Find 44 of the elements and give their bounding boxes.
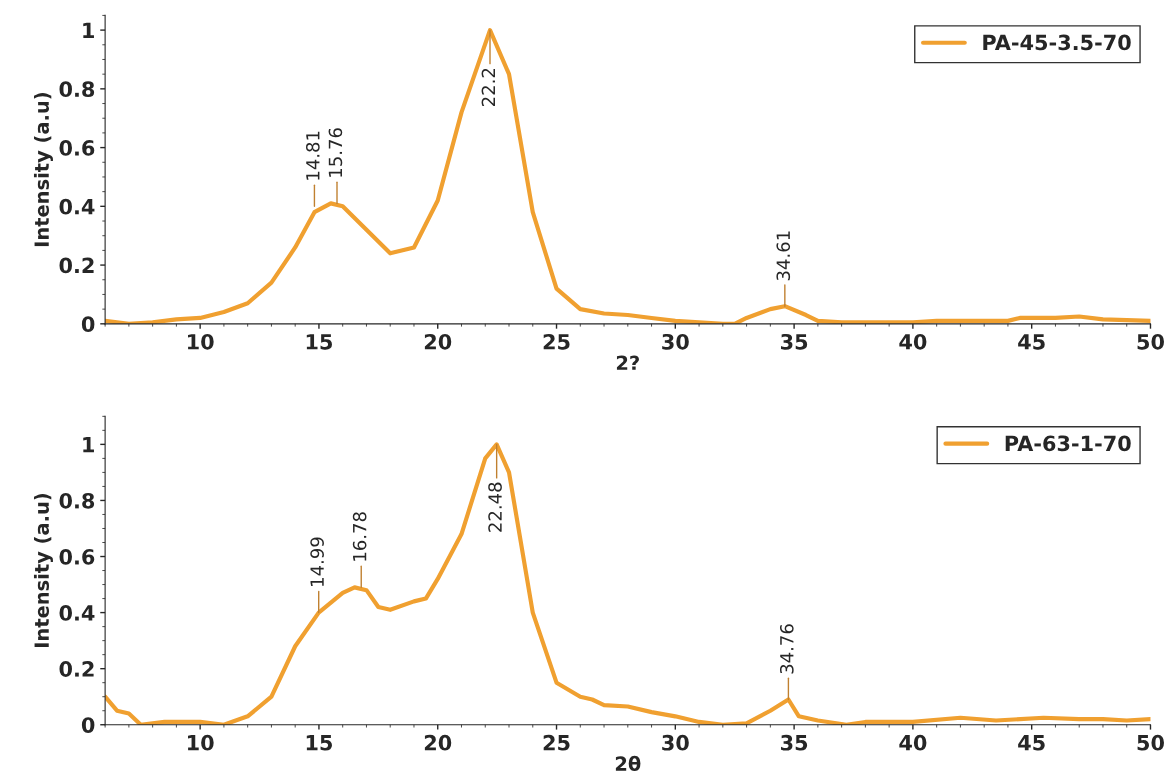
x-tick-label: 25 (543, 333, 570, 350)
y-tick-label: 0.6 (59, 548, 95, 565)
x-tick-label: 35 (781, 333, 808, 350)
y-tick-label: 0 (81, 717, 95, 733)
y-tick-label: 0 (81, 316, 95, 333)
y-tick-label: 0.6 (59, 140, 95, 156)
x-tick-label: 45 (1018, 334, 1045, 350)
x-tick-label: 40 (899, 333, 927, 350)
y-tick-label: 1 (83, 437, 94, 453)
annotation: 15.76 (328, 128, 343, 177)
y-tick-label: 0.4 (59, 198, 95, 215)
x-tick-label: 20 (424, 734, 452, 751)
x-tick-label: 10 (188, 734, 214, 751)
y-tick-label: 0.2 (59, 257, 94, 274)
x-axis-title: 2θ (615, 755, 641, 771)
x-tick-label: 30 (662, 333, 689, 350)
legend-label: PA-63-1-70 (1005, 435, 1131, 452)
x-axis-title: 2? (616, 355, 639, 370)
x-tick-label: 25 (543, 734, 570, 751)
y-axis-title: Intensity (a.u) (33, 493, 53, 647)
y-tick-label: 0.2 (59, 661, 94, 677)
y-tick-label: 0.8 (59, 492, 95, 509)
annotation: 22.48 (488, 482, 502, 532)
annotation: 14.99 (310, 537, 324, 586)
x-tick-label: 10 (188, 333, 214, 350)
y-tick-label: 0.4 (59, 605, 95, 621)
x-tick-label: 50 (1137, 734, 1164, 751)
y-tick-label: 0.8 (59, 81, 95, 98)
x-tick-label: 15 (306, 334, 332, 350)
y-axis-title: Intensity (a.u) (33, 93, 53, 247)
x-tick-label: 30 (662, 734, 689, 751)
x-tick-label: 50 (1137, 333, 1164, 350)
x-tick-label: 35 (781, 734, 808, 751)
x-tick-label: 45 (1018, 735, 1045, 751)
y-tick-label: 1 (83, 22, 94, 39)
annotation: 16.78 (352, 512, 367, 561)
annotation: 22.2 (481, 68, 495, 106)
legend-label: PA-45-3.5-70 (983, 34, 1131, 51)
x-tick-label: 40 (899, 734, 927, 751)
annotation: 34.61 (776, 231, 791, 281)
annotation: 14.81 (306, 131, 320, 180)
annotation: 34.76 (779, 624, 794, 674)
x-tick-label: 20 (424, 333, 452, 350)
x-tick-label: 15 (306, 735, 332, 751)
